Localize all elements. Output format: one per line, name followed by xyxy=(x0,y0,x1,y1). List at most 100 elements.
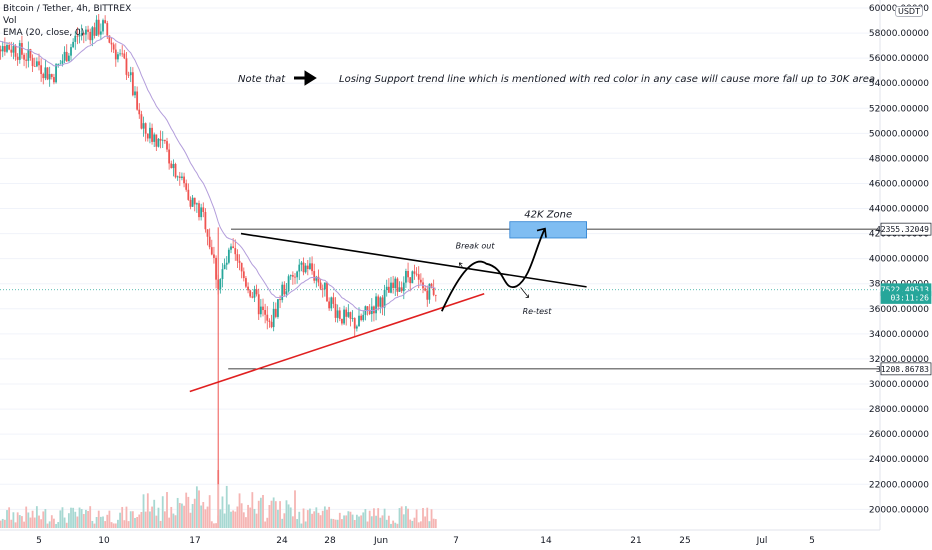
volume-bar xyxy=(262,495,264,528)
support-trendline xyxy=(189,293,485,393)
time-axis[interactable]: 5 10 17 24 28 Jun 7 14 21 25 Jul 5 xyxy=(36,536,815,546)
price-tag-label: 37522.49513 xyxy=(876,286,929,295)
volume-bar xyxy=(18,515,21,528)
candle-body xyxy=(82,33,85,35)
candle-body xyxy=(1,46,4,52)
candle-body xyxy=(65,51,68,62)
time-tick-label: Jun xyxy=(373,536,388,546)
candle-body xyxy=(149,127,151,139)
candle-body xyxy=(85,29,87,35)
candle-body xyxy=(402,282,405,292)
volume-bar xyxy=(405,506,407,528)
volume-bar xyxy=(257,500,260,528)
price-tick-label: 44000.00000 xyxy=(869,205,929,215)
candle-body xyxy=(72,41,75,48)
volume-bar xyxy=(48,521,51,528)
currency-badge[interactable]: USDT xyxy=(895,6,923,17)
candle-body xyxy=(95,19,98,36)
candle-body xyxy=(187,189,190,200)
volume-bar xyxy=(417,522,420,528)
volume-bar xyxy=(95,516,98,528)
volume-bar xyxy=(163,511,166,528)
volume-bar xyxy=(407,508,409,528)
volume-bar xyxy=(319,515,322,528)
candle-body xyxy=(377,296,380,307)
volume-bar xyxy=(334,519,337,528)
price-tick-label: 58000.00000 xyxy=(869,29,929,39)
volume-bar xyxy=(50,515,53,528)
candle-body xyxy=(23,54,25,60)
volume-bar xyxy=(358,516,360,528)
volume-bar xyxy=(140,512,143,528)
candle-body xyxy=(336,310,339,318)
volume-bar xyxy=(298,511,301,528)
candle-body xyxy=(236,254,239,261)
candle-body xyxy=(0,49,2,52)
candle-body xyxy=(168,149,171,164)
volume-bar xyxy=(0,520,2,528)
price-tick-label: 46000.00000 xyxy=(869,179,929,189)
volume-bar xyxy=(149,511,151,528)
volume-bar xyxy=(187,496,190,528)
volume-bar xyxy=(178,502,181,528)
volume-bar xyxy=(400,506,403,528)
zone-42k-box xyxy=(509,221,587,239)
candle-body xyxy=(334,303,337,318)
volume-bar xyxy=(208,495,211,528)
candle-body xyxy=(206,229,209,237)
candle-body xyxy=(97,19,100,35)
candle-body xyxy=(146,133,149,139)
candle-body xyxy=(426,290,429,300)
candle-body xyxy=(102,20,104,32)
volume-bar xyxy=(306,510,309,528)
note-label: Note that xyxy=(238,74,286,85)
volume-bar xyxy=(321,510,324,528)
candle-body xyxy=(191,197,194,207)
volume-bar xyxy=(396,523,399,528)
candle-body xyxy=(121,53,124,55)
price-tick-label: 48000.00000 xyxy=(869,154,929,164)
volume-bar xyxy=(430,509,433,528)
legend-ema: EMA (20, close, 0) xyxy=(3,28,85,38)
volume-bar xyxy=(232,510,235,528)
volume-bar xyxy=(234,511,237,528)
candle-body xyxy=(274,308,277,317)
price-tick-label: 30000.00000 xyxy=(869,380,929,390)
volume-bar xyxy=(202,502,205,528)
candle-body xyxy=(181,176,183,179)
price-axis[interactable]: 60000.0000058000.0000056000.0000054000.0… xyxy=(869,4,929,515)
candle-body xyxy=(213,254,215,258)
volume-bar xyxy=(415,509,418,528)
volume-bar xyxy=(119,512,121,528)
candle-body xyxy=(253,289,256,298)
candle-body xyxy=(279,299,281,301)
price-tick-label: 32000.00000 xyxy=(869,355,929,365)
candle-body xyxy=(223,264,226,270)
volume-bar xyxy=(99,516,102,528)
resistance-trendline xyxy=(240,232,587,288)
volume-bar xyxy=(419,521,422,528)
volume-bar xyxy=(291,516,294,528)
candle-body xyxy=(294,276,296,278)
volume-bar xyxy=(251,492,254,528)
candle-body xyxy=(347,312,350,317)
price-tick-label: 24000.00000 xyxy=(869,455,929,465)
volume-bar xyxy=(434,519,437,528)
volume-bar xyxy=(67,513,70,528)
volume-bar xyxy=(155,515,158,528)
candle-body xyxy=(411,271,414,284)
volume-bar xyxy=(110,522,113,528)
candle-body xyxy=(110,42,113,45)
candle-body xyxy=(251,296,254,298)
candle-body xyxy=(38,61,40,66)
price-tag-label: 42355.32049 xyxy=(876,225,929,234)
candle-body xyxy=(272,308,275,328)
volume-bar xyxy=(12,512,15,528)
volume-bars xyxy=(0,470,437,528)
volume-bar xyxy=(204,509,207,528)
candle-body xyxy=(8,44,11,50)
candle-body xyxy=(174,164,177,178)
candle-body xyxy=(35,61,38,67)
volume-bar xyxy=(309,508,311,528)
